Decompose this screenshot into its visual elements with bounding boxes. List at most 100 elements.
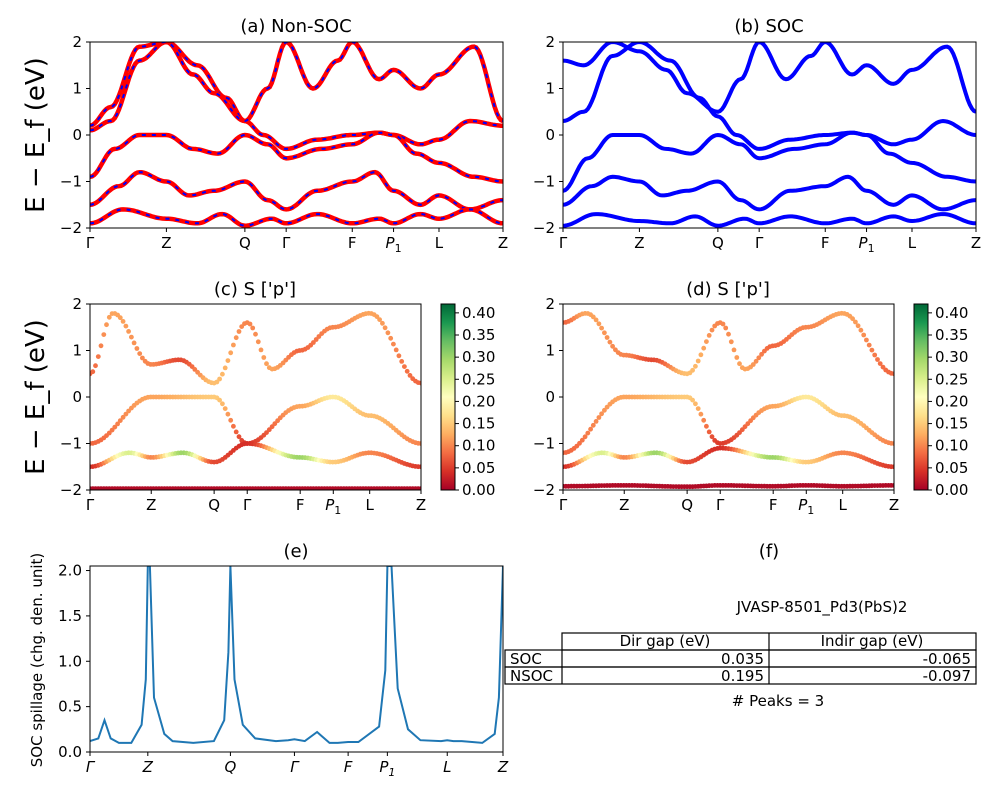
x-tick-label: L bbox=[908, 234, 917, 252]
band-point bbox=[891, 441, 894, 446]
band-point bbox=[222, 406, 228, 411]
colorbar-tick-label: 0.20 bbox=[462, 392, 495, 410]
x-tick-label: Z bbox=[889, 496, 899, 514]
band-point bbox=[858, 327, 864, 333]
band-point bbox=[117, 418, 123, 423]
y-tick-label: 0.5 bbox=[58, 698, 82, 716]
band-point bbox=[250, 325, 256, 331]
band-point bbox=[593, 317, 599, 323]
plot-area-c bbox=[90, 310, 421, 490]
y-tick-label: 0.0 bbox=[58, 743, 82, 761]
band-point bbox=[255, 339, 261, 345]
band-point bbox=[869, 347, 875, 353]
y-tick-label: 2.0 bbox=[58, 562, 82, 580]
y-tick-label: −2 bbox=[533, 219, 555, 237]
band-point bbox=[753, 358, 759, 364]
y-tick-label: −2 bbox=[60, 219, 82, 237]
table-row bbox=[504, 666, 977, 685]
x-tick-label: Z bbox=[161, 234, 171, 252]
band-line bbox=[90, 169, 503, 212]
y-tick-label: 1 bbox=[545, 80, 555, 98]
band-point bbox=[418, 380, 421, 386]
band-point bbox=[731, 347, 737, 353]
band-point bbox=[236, 434, 242, 440]
band-point bbox=[101, 332, 107, 337]
band-point bbox=[239, 324, 245, 329]
x-tick-label: Γ bbox=[755, 234, 764, 252]
colorbar-tick-label: 0.00 bbox=[935, 481, 968, 499]
table-header-dir: Dir gap (eV) bbox=[620, 632, 711, 650]
panel-e-title: (e) bbox=[283, 541, 308, 562]
spillage-line bbox=[90, 566, 503, 744]
band-point bbox=[311, 340, 316, 345]
band-point bbox=[220, 401, 225, 407]
panel-c-title: (c) S ['p'] bbox=[214, 279, 296, 300]
x-tick-label: P1 bbox=[798, 496, 814, 517]
panel-b-title: (b) SOC bbox=[734, 16, 803, 37]
x-tick-label: Z bbox=[146, 496, 156, 514]
band-line-dashed bbox=[90, 171, 503, 211]
colorbar-tick-label: 0.35 bbox=[462, 326, 495, 344]
band-point bbox=[217, 376, 223, 382]
band-point bbox=[698, 411, 704, 417]
x-tick-label: Γ bbox=[559, 496, 568, 514]
band-point bbox=[120, 319, 126, 324]
band-point bbox=[388, 335, 394, 341]
band-point bbox=[123, 411, 129, 417]
band-point bbox=[704, 339, 709, 344]
band-point bbox=[853, 319, 858, 325]
band-point bbox=[418, 464, 421, 470]
x-tick-label: F bbox=[296, 496, 305, 514]
band-point bbox=[391, 341, 396, 347]
band-point bbox=[264, 361, 269, 367]
band-point bbox=[596, 415, 602, 420]
x-tick-label: P1 bbox=[859, 234, 875, 255]
band-point bbox=[590, 314, 596, 320]
y-tick-label: 1 bbox=[72, 342, 82, 360]
band-point bbox=[701, 345, 707, 351]
band-point bbox=[891, 371, 894, 377]
band-point bbox=[695, 358, 701, 364]
colorbar-tick-label: 0.40 bbox=[935, 304, 968, 322]
y-tick-label: 1 bbox=[72, 80, 82, 98]
band-point bbox=[704, 423, 709, 429]
band-point bbox=[380, 320, 385, 326]
x-tick-label: Z bbox=[416, 496, 426, 514]
colorbar-tick-label: 0.10 bbox=[935, 437, 968, 455]
band-line-dashed bbox=[90, 42, 503, 127]
band-point bbox=[104, 322, 109, 328]
band-point bbox=[90, 369, 96, 375]
panel-d-title: (d) S ['p'] bbox=[686, 279, 770, 300]
x-tick-label: Z bbox=[634, 234, 644, 252]
plot-area-d bbox=[563, 310, 894, 490]
row-soc-dir: 0.035 bbox=[721, 650, 764, 668]
y-tick-label: 0 bbox=[545, 126, 555, 144]
band-point bbox=[95, 354, 101, 359]
band-point bbox=[706, 429, 712, 435]
colorbar-tick-label: 0.35 bbox=[935, 326, 968, 344]
band-point bbox=[607, 339, 613, 345]
band-point bbox=[115, 421, 120, 427]
plot-area-e bbox=[90, 566, 503, 744]
x-tick-label: Q bbox=[225, 758, 237, 776]
band-point bbox=[134, 346, 140, 351]
y-tick-label: −1 bbox=[60, 173, 82, 191]
band-point bbox=[579, 437, 585, 443]
x-tick-label: P1 bbox=[386, 234, 402, 255]
band-point bbox=[233, 429, 239, 435]
band-point bbox=[231, 423, 236, 429]
band-point bbox=[385, 330, 391, 336]
band-point bbox=[593, 419, 599, 424]
colorbar-tick-label: 0.05 bbox=[462, 459, 495, 477]
band-point bbox=[117, 315, 123, 321]
x-tick-label: Q bbox=[712, 234, 724, 252]
y-tick-label: −1 bbox=[60, 435, 82, 453]
y-tick-label: 1 bbox=[545, 342, 555, 360]
y-tick-label: 2 bbox=[545, 295, 555, 313]
x-tick-label: Γ bbox=[86, 758, 96, 776]
band-point bbox=[112, 424, 118, 430]
band-point bbox=[709, 434, 715, 440]
band-point bbox=[418, 486, 421, 490]
x-tick-label: Z bbox=[971, 234, 981, 252]
